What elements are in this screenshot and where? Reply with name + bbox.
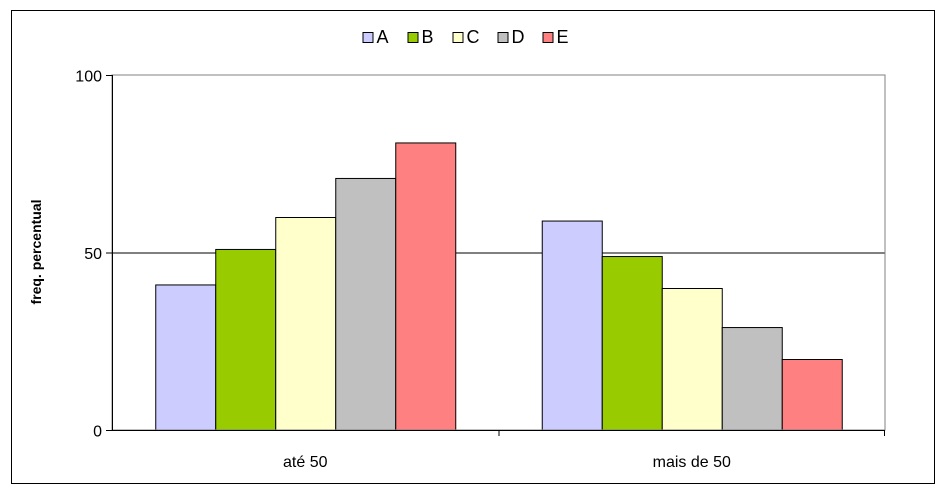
legend-label-C: C: [467, 27, 480, 47]
y-tick-label: 100: [75, 69, 102, 86]
y-tick-label: 50: [84, 246, 102, 263]
bar-C-2: [661, 288, 723, 431]
legend: A B C D E: [362, 27, 569, 47]
legend-label-B: B: [422, 27, 434, 47]
x-tick-label: mais de 50: [653, 454, 731, 471]
legend-swatch-D: [497, 32, 509, 43]
bar-D-1: [335, 177, 397, 431]
legend-label-E: E: [557, 27, 569, 47]
y-tick-label: 0: [93, 424, 102, 441]
bar-C-1: [275, 217, 337, 431]
bar-B-1: [215, 248, 277, 431]
legend-swatch-B: [407, 32, 419, 43]
x-ticks: até 50 mais de 50: [283, 430, 885, 471]
legend-label-A: A: [377, 27, 389, 47]
bar-B-2: [601, 256, 663, 431]
bar-E-2: [781, 359, 843, 431]
legend-swatch-C: [452, 32, 464, 43]
bars: [155, 142, 843, 432]
y-axis-label: freq. percentual: [28, 199, 44, 304]
legend-swatch-A: [362, 32, 374, 43]
bar-A-2: [541, 220, 603, 431]
bar-D-2: [721, 327, 783, 431]
bar-A-1: [155, 284, 217, 432]
x-tick-label: até 50: [283, 454, 328, 471]
legend-label-D: D: [512, 27, 525, 47]
legend-swatch-E: [542, 32, 554, 43]
y-ticks: 0 50 100: [75, 69, 112, 441]
bar-E-1: [395, 142, 457, 431]
